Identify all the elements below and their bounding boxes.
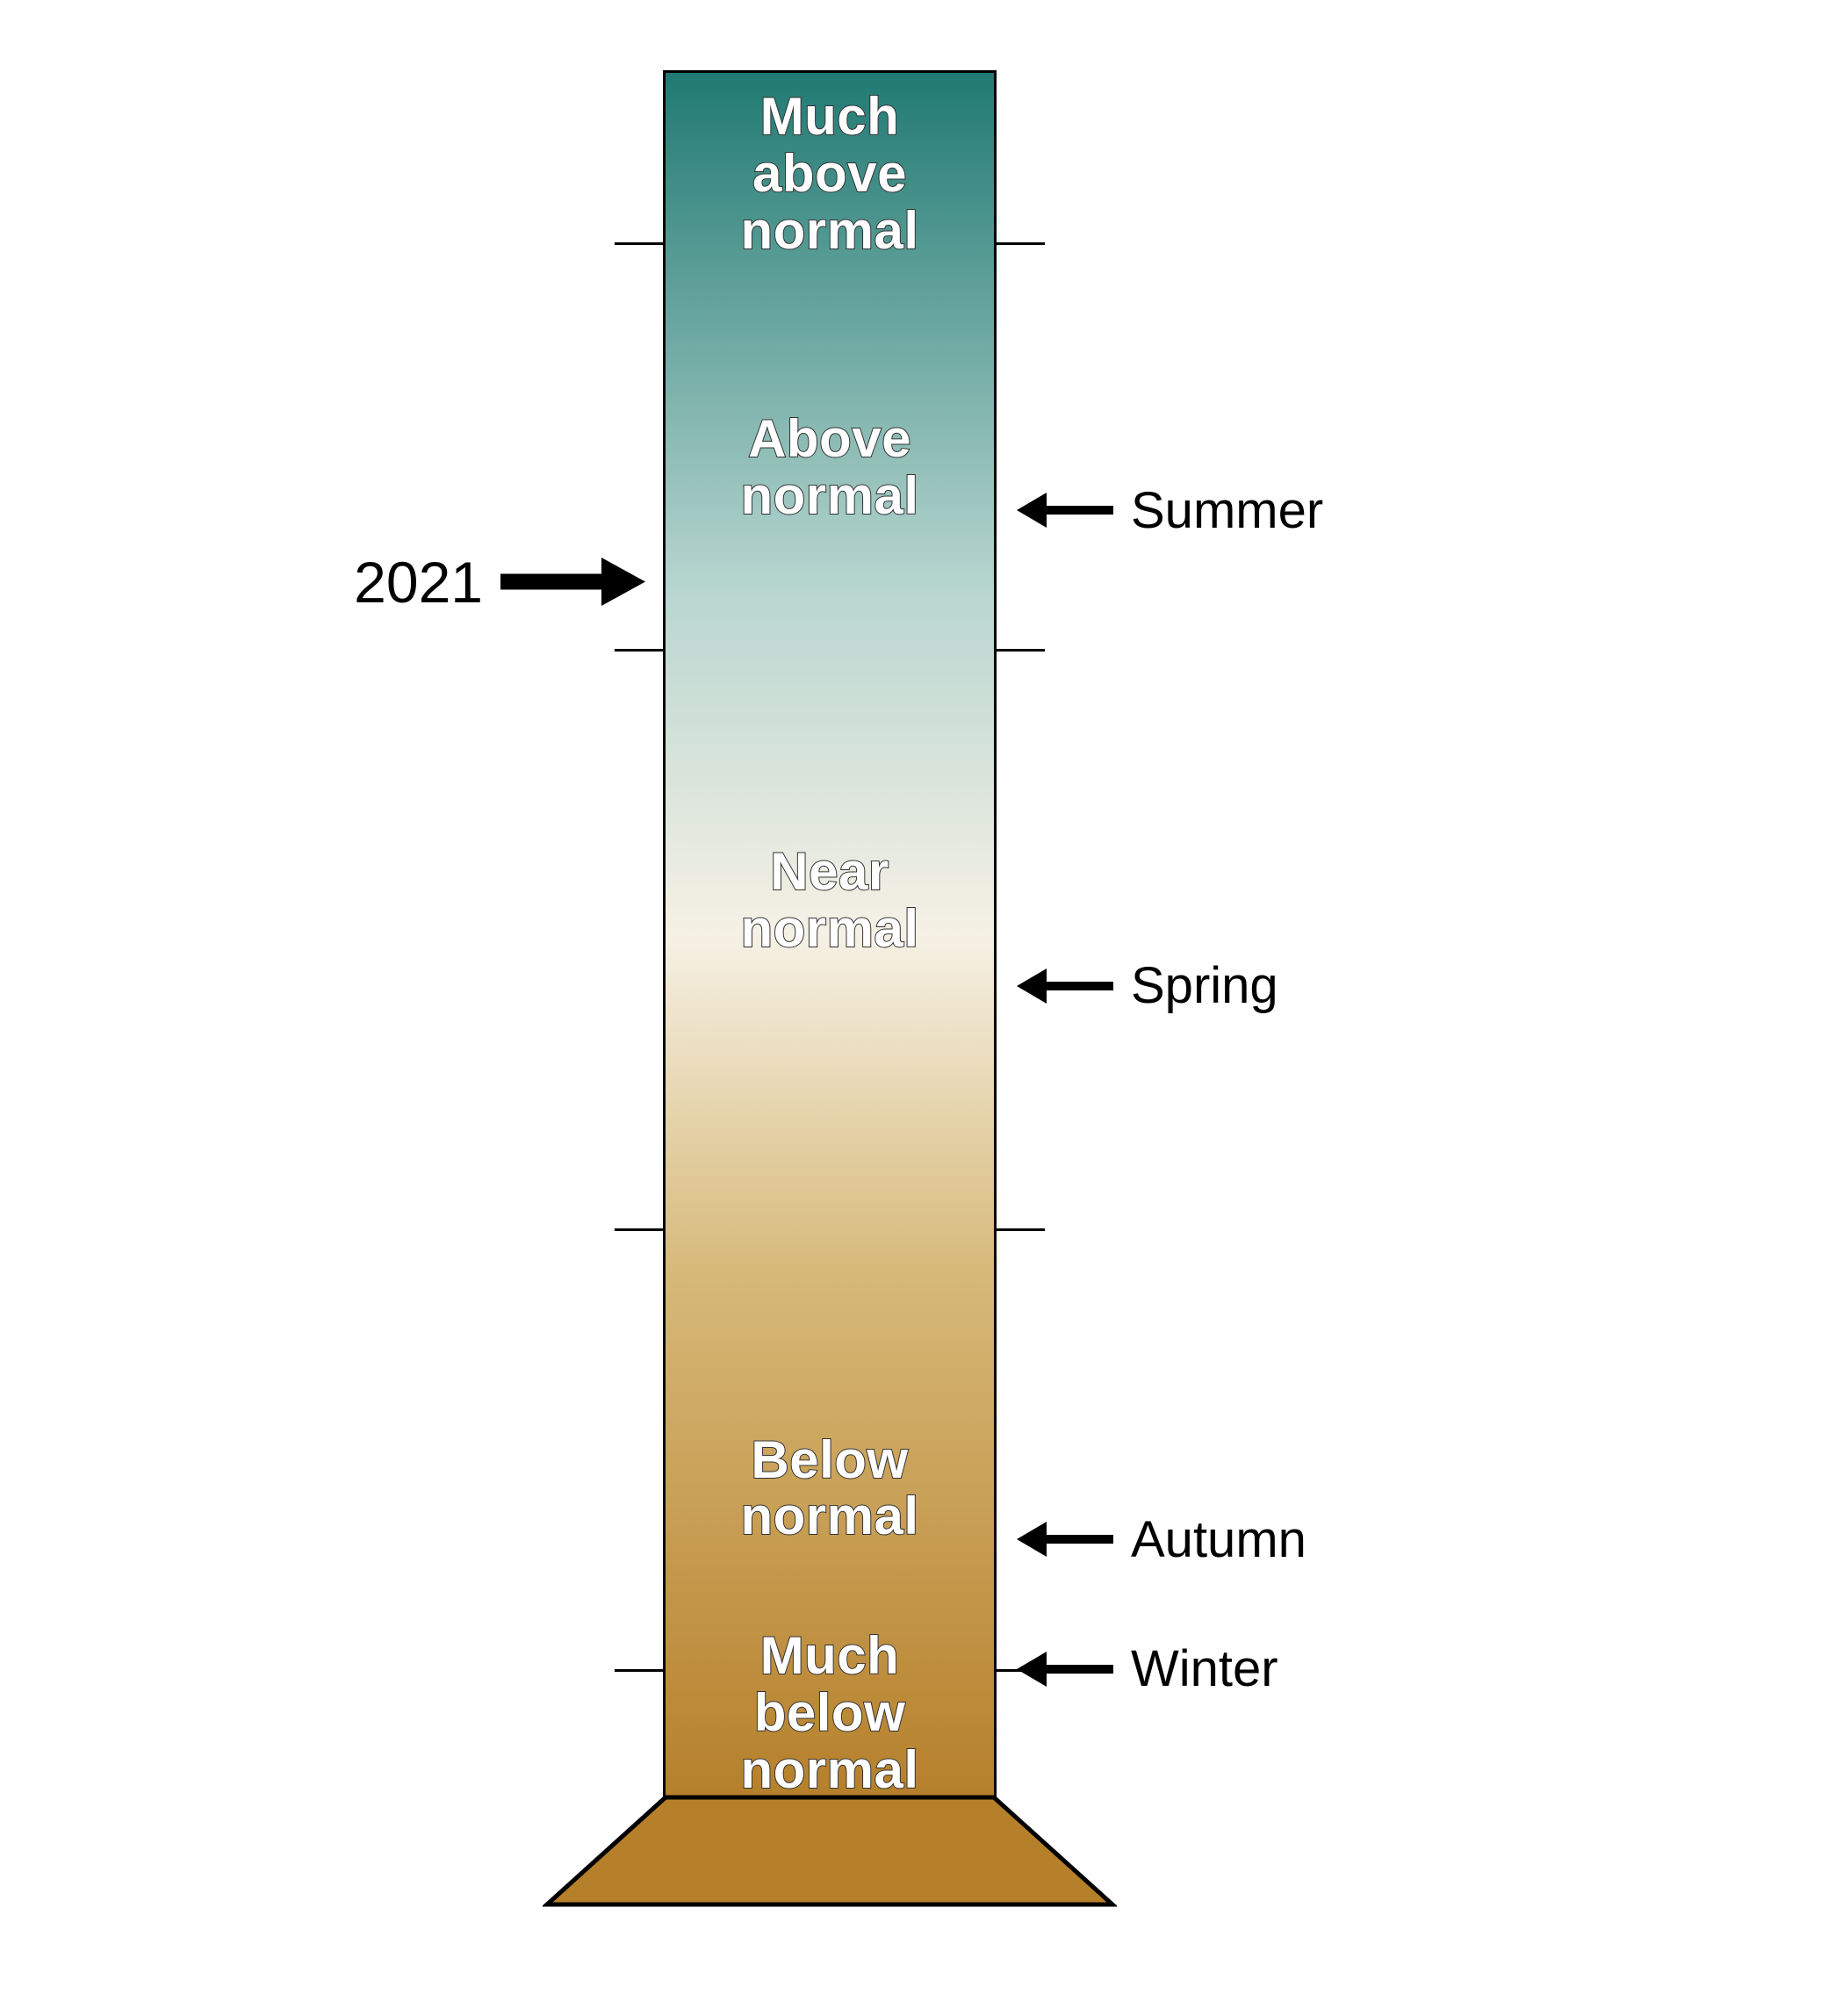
arrow-left-icon (1017, 493, 1113, 528)
tick-mark (615, 1228, 663, 1231)
band-label-line: normal (663, 203, 997, 260)
tick-mark (615, 1669, 663, 1672)
tick-mark (997, 649, 1045, 652)
band-label: Abovenormal (663, 411, 997, 525)
season-marker-label: Winter (1131, 1639, 1278, 1698)
band-label-line: Near (663, 844, 997, 901)
band-label-line: Below (663, 1432, 997, 1489)
season-marker-label: Summer (1131, 481, 1323, 540)
arrow-right-icon (500, 558, 645, 606)
band-label: Nearnormal (663, 844, 997, 958)
band-label: Muchabovenormal (663, 89, 997, 259)
tick-mark (997, 1228, 1045, 1231)
season-marker-label: Spring (1131, 956, 1278, 1015)
band-label-line: normal (663, 901, 997, 958)
year-marker: 2021 (354, 549, 645, 616)
arrow-left-icon (1017, 1522, 1113, 1557)
season-marker: Summer (1017, 481, 1323, 540)
year-marker-label: 2021 (354, 549, 483, 616)
tick-mark (615, 649, 663, 652)
arrow-left-icon (1017, 1652, 1113, 1687)
band-label-line: Much (663, 89, 997, 146)
gauge-base (543, 1793, 1117, 1909)
band-label-line: normal (663, 1742, 997, 1799)
band-label-line: normal (663, 468, 997, 525)
arrow-left-icon (1017, 968, 1113, 1004)
season-marker: Winter (1017, 1639, 1278, 1698)
band-label: Muchbelownormal (663, 1628, 997, 1798)
band-label: Belownormal (663, 1432, 997, 1546)
season-marker: Spring (1017, 956, 1278, 1015)
season-marker: Autumn (1017, 1510, 1306, 1569)
band-label-line: Much (663, 1628, 997, 1685)
tick-mark (997, 242, 1045, 245)
band-label-line: below (663, 1685, 997, 1742)
thermometer-chart: MuchabovenormalAbovenormalNearnormalBelo… (0, 0, 1821, 2016)
band-label-line: above (663, 146, 997, 203)
band-label-line: normal (663, 1488, 997, 1545)
tick-mark (615, 242, 663, 245)
band-label-line: Above (663, 411, 997, 468)
season-marker-label: Autumn (1131, 1510, 1306, 1569)
